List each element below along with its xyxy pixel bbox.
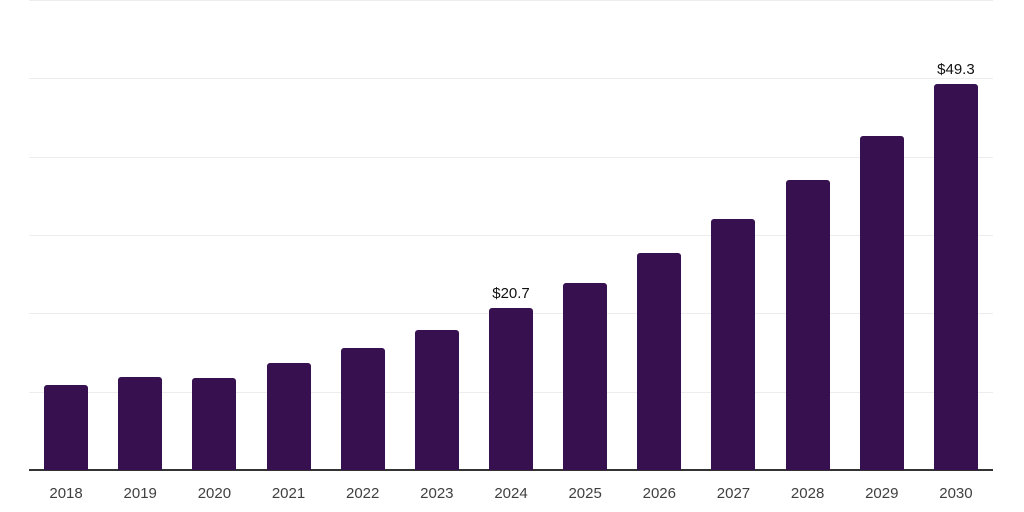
bar-2020 xyxy=(192,378,237,470)
bar-2027 xyxy=(711,219,756,470)
bar-2021 xyxy=(266,363,311,470)
x-tick-label-2019: 2019 xyxy=(123,485,157,502)
bar-2028 xyxy=(785,180,830,470)
x-tick-label-2018: 2018 xyxy=(49,485,83,502)
gridline xyxy=(29,157,993,158)
bar-2023 xyxy=(414,329,459,470)
bar-2018 xyxy=(44,384,89,470)
value-label-2030: $49.3 xyxy=(937,60,975,78)
x-tick-label-2025: 2025 xyxy=(568,485,602,502)
gridline xyxy=(29,235,993,236)
x-tick-label-2021: 2021 xyxy=(271,485,306,502)
x-tick-label-2020: 2020 xyxy=(197,485,232,502)
bar-2022 xyxy=(340,347,385,470)
bar-2026 xyxy=(637,253,682,470)
x-tick-label-2028: 2028 xyxy=(790,485,825,502)
bar-2019 xyxy=(118,376,163,470)
x-tick-label-2022: 2022 xyxy=(346,485,380,502)
x-tick-label-2029: 2029 xyxy=(865,485,899,502)
bar-2025 xyxy=(563,282,608,470)
gridline xyxy=(29,0,993,1)
x-tick-label-2026: 2026 xyxy=(642,485,676,502)
value-label-2024: $20.7 xyxy=(492,284,530,302)
x-tick-label-2023: 2023 xyxy=(420,485,454,502)
bar-2030 xyxy=(933,83,978,470)
x-tick-label-2030: 2030 xyxy=(939,485,973,502)
x-tick-label-2024: 2024 xyxy=(494,485,528,502)
bar-2024 xyxy=(489,307,533,470)
bar-2029 xyxy=(859,136,904,470)
x-axis-line xyxy=(29,469,993,471)
x-tick-label-2027: 2027 xyxy=(716,485,751,502)
gridline xyxy=(29,78,993,79)
